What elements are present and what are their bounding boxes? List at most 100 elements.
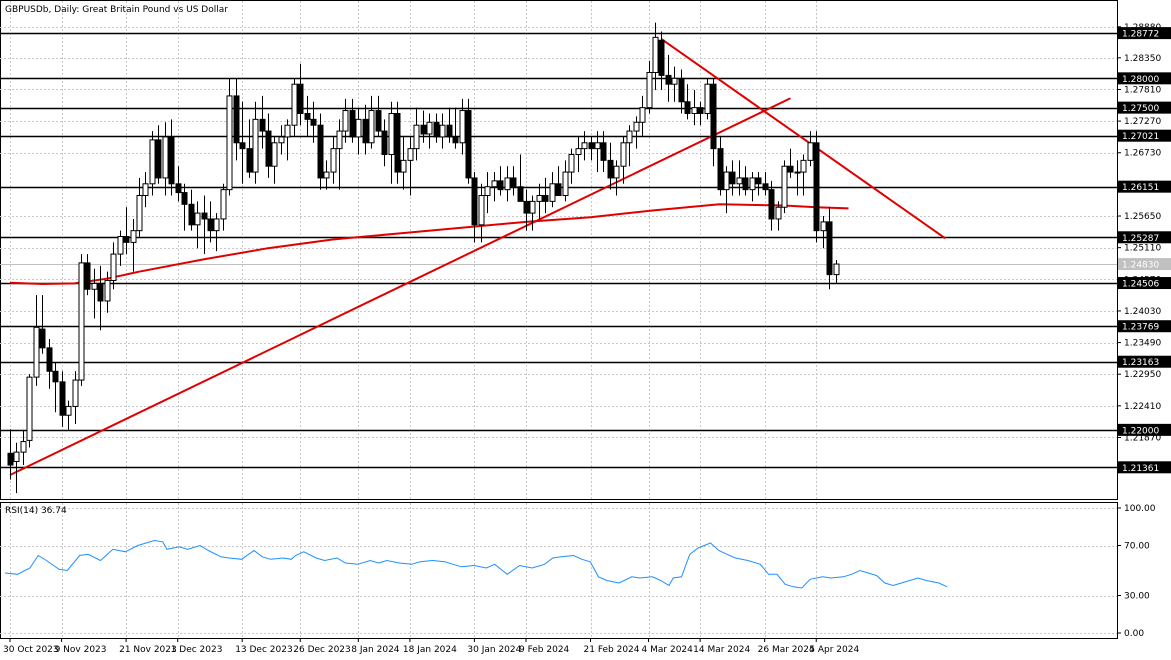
candle-body-bear <box>394 112 401 173</box>
candle <box>633 116 640 149</box>
candle-body-bull <box>136 195 143 232</box>
candle <box>252 101 259 184</box>
candle <box>149 131 156 196</box>
candle <box>310 101 317 143</box>
trendline <box>660 38 946 240</box>
candle-body-bear <box>201 212 208 220</box>
price-tick-label: 1.22950 <box>1124 370 1161 380</box>
price-tick-label: 1.28350 <box>1124 54 1161 64</box>
candle-body-bear <box>181 192 188 205</box>
candle <box>697 101 704 126</box>
candle-body-bear <box>826 221 833 276</box>
candle-body-bull <box>626 130 633 144</box>
level-label-box <box>1118 461 1171 474</box>
candle-body-bull <box>284 124 291 138</box>
candle <box>362 104 369 155</box>
candle-body-bull <box>639 107 646 123</box>
candle-body-bear <box>362 118 369 144</box>
candle <box>749 172 756 202</box>
candle <box>39 295 46 354</box>
rsi-tick-label: 70.00 <box>1124 542 1150 552</box>
candle-body-bull <box>20 441 27 453</box>
candle <box>529 195 536 231</box>
candle <box>781 160 788 214</box>
candle-body-bear <box>246 148 253 173</box>
time-tick-label: 18 Jan 2024 <box>403 645 457 655</box>
candle <box>265 113 272 178</box>
candle <box>704 78 711 120</box>
price-tick-label: 1.25650 <box>1124 212 1161 222</box>
candle <box>123 207 130 255</box>
price-tick-label: 1.27270 <box>1124 117 1161 127</box>
candle-body-bull <box>388 112 395 156</box>
candle-body-bull <box>91 282 98 290</box>
level-label-box <box>1118 72 1171 85</box>
candle-body-bull <box>562 171 569 197</box>
candle <box>710 78 717 167</box>
rsi-line-layer <box>4 539 948 589</box>
candle <box>691 90 698 126</box>
candle-body-bull <box>220 189 227 220</box>
candle <box>239 101 246 184</box>
candle <box>59 371 66 427</box>
level-label-box <box>1118 277 1171 290</box>
candle <box>504 166 511 202</box>
level-label-box <box>1118 320 1171 333</box>
candle-body-bear <box>768 189 775 220</box>
candle-body-bear <box>375 110 382 132</box>
level-label-box <box>1118 231 1171 244</box>
candle-body-bear <box>600 142 607 161</box>
candle <box>723 166 730 214</box>
candle <box>207 201 214 243</box>
time-tick-label: 26 Dec 2023 <box>293 645 351 655</box>
candle-body-bear <box>207 218 214 232</box>
candle <box>652 22 659 91</box>
horizontal-levels <box>0 32 1117 469</box>
candle <box>136 177 143 237</box>
candle <box>336 119 343 190</box>
candle <box>768 180 775 231</box>
candle <box>742 166 749 196</box>
candle-body-bear <box>684 101 691 114</box>
candle <box>807 131 814 167</box>
candle <box>562 160 569 202</box>
candle <box>678 69 685 114</box>
candle <box>465 98 472 184</box>
candle <box>284 119 291 161</box>
candle-body-bull <box>800 159 807 173</box>
candle-body-bull <box>330 148 337 173</box>
candle <box>26 374 33 448</box>
candle-body-bull <box>484 186 491 197</box>
candle-body-bear <box>523 200 530 214</box>
candle <box>517 154 524 202</box>
candle-body-bear <box>259 118 266 132</box>
level-label-box <box>1118 180 1171 193</box>
candle-body-bull <box>620 142 627 167</box>
candle-body-bear <box>471 177 478 226</box>
candle-body-bear <box>678 77 685 103</box>
candle-body-bear <box>710 83 717 150</box>
candle-body-bear <box>52 370 59 383</box>
candle <box>368 95 375 149</box>
candle-body-bear <box>97 282 104 302</box>
candle <box>65 400 72 430</box>
candle <box>600 131 607 173</box>
candle-body-bull <box>794 171 801 174</box>
candle-body-bear <box>588 142 595 150</box>
candle-body-bear <box>517 186 524 202</box>
candle <box>491 172 498 202</box>
candle <box>459 98 466 155</box>
candle-body-bull <box>439 124 446 138</box>
candle-body-bull <box>413 124 420 150</box>
time-tick-label: 21 Feb 2024 <box>584 645 640 655</box>
candle-body-bear <box>607 159 614 179</box>
candle-body-bear <box>233 95 240 144</box>
candle <box>168 119 175 196</box>
current-price-label: 1.24830 <box>1122 261 1159 271</box>
candle-body-bull <box>426 121 433 135</box>
candle <box>349 98 356 143</box>
candle-body-bull <box>633 121 640 132</box>
candle <box>787 148 794 178</box>
candle <box>181 183 188 231</box>
candle-body-bear <box>510 177 517 188</box>
